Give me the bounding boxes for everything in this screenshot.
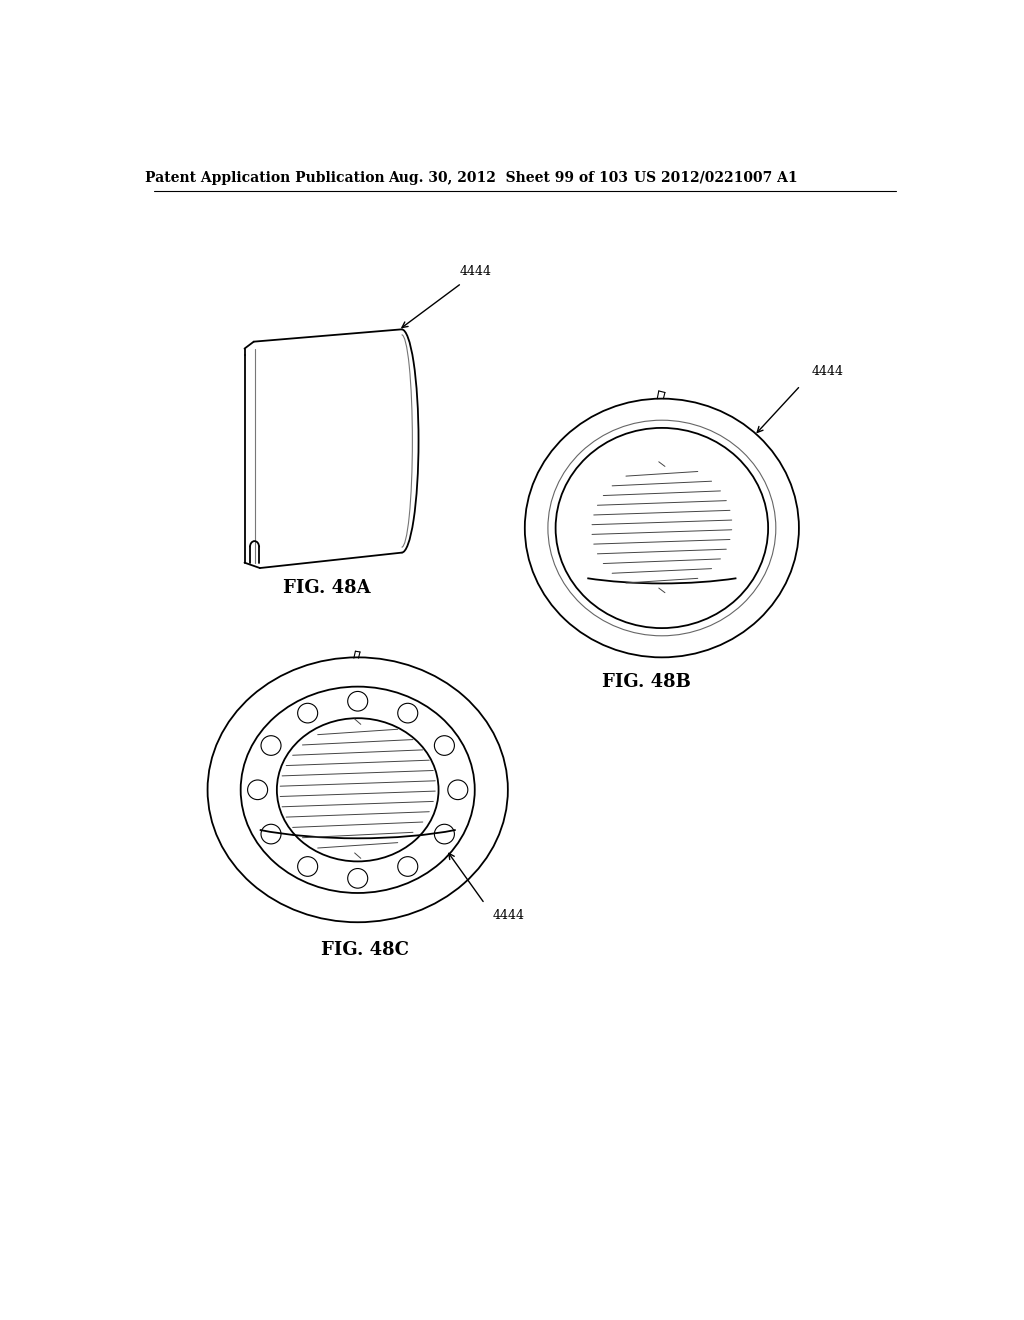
Text: 4444: 4444 bbox=[493, 909, 524, 923]
Text: 4444: 4444 bbox=[812, 364, 844, 378]
Text: 4444: 4444 bbox=[460, 265, 492, 277]
Text: FIG. 48A: FIG. 48A bbox=[283, 579, 371, 597]
Text: Patent Application Publication: Patent Application Publication bbox=[145, 170, 385, 185]
Text: Aug. 30, 2012  Sheet 99 of 103: Aug. 30, 2012 Sheet 99 of 103 bbox=[388, 170, 628, 185]
Text: US 2012/0221007 A1: US 2012/0221007 A1 bbox=[634, 170, 798, 185]
Text: FIG. 48C: FIG. 48C bbox=[322, 941, 410, 958]
Text: FIG. 48B: FIG. 48B bbox=[602, 673, 691, 690]
